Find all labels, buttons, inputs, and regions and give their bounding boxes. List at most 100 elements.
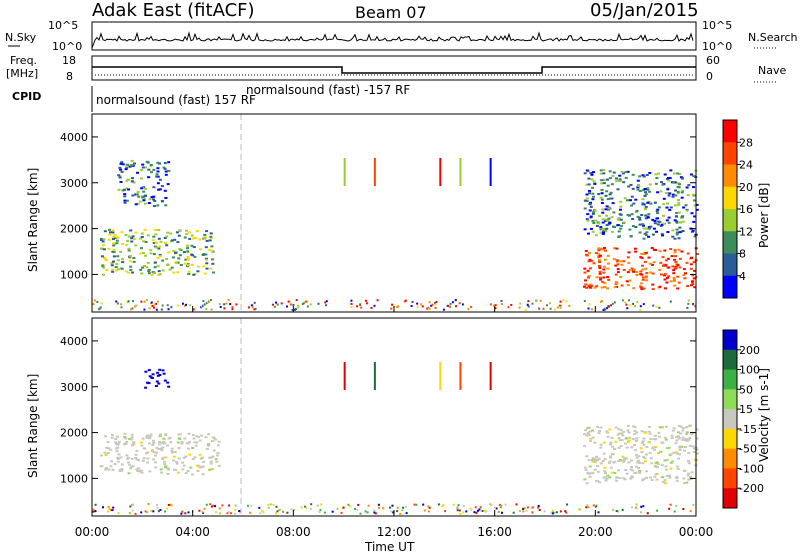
echo-cell: [588, 189, 591, 192]
echo-cell: [599, 226, 603, 229]
echo-cell: [658, 269, 662, 271]
echo-cell: [116, 456, 120, 459]
ground-scatter: [318, 511, 321, 513]
echo-cell: [101, 240, 105, 243]
echo-cell: [660, 223, 664, 226]
ground-scatter: [319, 509, 322, 511]
ground-scatter: [184, 512, 187, 515]
ground-scatter: [551, 512, 554, 515]
ground-scatter: [131, 307, 134, 310]
echo-cell: [692, 220, 696, 223]
echo-cell: [607, 223, 611, 226]
echo-cell: [594, 234, 598, 237]
ground-scatter: [600, 300, 603, 303]
ground-scatter: [615, 510, 618, 512]
echo-cell: [592, 222, 596, 224]
echo-cell: [130, 159, 134, 162]
echo-cell: [692, 277, 696, 280]
echo-cell: [647, 213, 651, 216]
ground-scatter: [110, 508, 113, 511]
ground-scatter: [227, 511, 230, 514]
ground-scatter: [192, 308, 195, 311]
echo-cell: [164, 173, 168, 176]
nsky-tick-bottom-right: 10^0: [702, 40, 732, 53]
echo-cell: [615, 479, 619, 482]
ground-scatter: [107, 506, 110, 508]
echo-cell: [633, 426, 637, 429]
ground-scatter: [467, 308, 470, 311]
echo-cell: [606, 254, 610, 257]
echo-cell: [613, 247, 617, 250]
echo-cell: [159, 468, 163, 471]
ground-scatter: [275, 505, 278, 508]
echo-cell: [624, 176, 628, 179]
ground-scatter: [431, 303, 434, 306]
echo-cell: [601, 280, 605, 283]
echo-cell: [139, 268, 143, 271]
echo-cell: [148, 435, 152, 438]
ground-scatter: [160, 308, 163, 311]
echo-cell: [688, 444, 692, 447]
ground-scatter: [500, 505, 503, 507]
ground-scatter: [155, 302, 157, 305]
echo-cell: [608, 170, 612, 173]
ground-scatter: [253, 308, 256, 311]
echo-cell: [678, 221, 681, 224]
echo-cell: [672, 429, 675, 432]
echo-cell: [602, 172, 606, 175]
echo-cell: [693, 269, 697, 272]
ground-scatter: [289, 303, 292, 306]
echo-cell: [603, 286, 607, 288]
echo-cell: [592, 262, 596, 265]
echo-cell: [591, 186, 594, 189]
ground-scatter: [169, 503, 172, 506]
echo-cell: [648, 432, 652, 435]
ground-scatter: [227, 299, 230, 302]
echo-cell: [677, 201, 681, 204]
ground-scatter: [426, 307, 429, 310]
echo-cell: [606, 267, 610, 270]
echo-cell: [158, 188, 162, 191]
echo-cell: [600, 286, 604, 289]
ground-scatter: [250, 304, 253, 307]
echo-cell: [164, 242, 167, 244]
echo-cell: [187, 441, 191, 444]
ground-scatter: [592, 504, 595, 507]
echo-cell: [152, 195, 156, 198]
echo-cell: [596, 221, 600, 224]
echo-cell: [609, 177, 612, 180]
ground-scatter: [427, 505, 430, 508]
echo-cell: [602, 271, 606, 274]
colorbar-segment: [723, 349, 737, 371]
echo-cell: [152, 205, 156, 207]
echo-cell: [629, 468, 633, 471]
echo-cell: [681, 189, 684, 192]
echo-cell: [631, 225, 635, 227]
echo-cell: [630, 459, 633, 462]
echo-cell: [110, 433, 114, 436]
echo-cell: [689, 263, 693, 266]
echo-cell: [599, 426, 603, 429]
echo-cell: [682, 206, 686, 209]
echo-cell: [682, 469, 686, 472]
ground-scatter: [428, 506, 431, 509]
ground-scatter: [129, 505, 132, 508]
ground-scatter: [205, 307, 208, 310]
echo-cell: [158, 441, 162, 444]
ground-scatter: [603, 308, 606, 311]
echo-cell: [598, 261, 601, 263]
echo-cell: [619, 276, 623, 278]
echo-cell: [635, 274, 639, 276]
echo-cell: [602, 229, 606, 232]
ground-scatter: [202, 300, 205, 302]
ground-scatter: [655, 305, 658, 308]
echo-cell: [669, 206, 673, 209]
echo-cell: [615, 259, 619, 262]
ground-scatter: [206, 301, 209, 304]
ground-scatter: [652, 304, 655, 307]
echo-cell: [695, 437, 699, 440]
echo-cell: [158, 368, 162, 371]
echo-cell: [161, 259, 165, 262]
echo-cell: [139, 252, 143, 255]
ground-scatter: [612, 508, 614, 511]
